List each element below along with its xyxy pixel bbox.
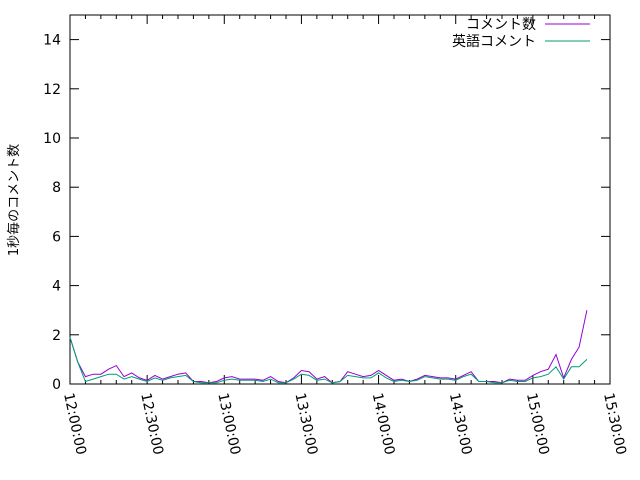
- x-tick-label: 13:00:00: [214, 392, 243, 457]
- x-tick-label: 12:30:00: [137, 392, 166, 457]
- y-tick-label: 0: [52, 377, 61, 393]
- x-tick-label: 13:30:00: [292, 392, 321, 457]
- x-tick-label: 15:00:00: [523, 392, 552, 457]
- series-line-2: [69, 337, 588, 384]
- x-tick-label: 15:30:00: [600, 392, 629, 457]
- legend-label: 英語コメント: [452, 33, 536, 50]
- y-tick-label: 6: [52, 229, 61, 245]
- y-tick-label: 12: [43, 82, 61, 98]
- y-axis-label: 1秒毎のコメント数: [6, 144, 22, 256]
- legend-label: コメント数: [466, 17, 536, 33]
- y-tick-label: 2: [52, 328, 61, 344]
- plot-frame: [69, 14, 611, 385]
- y-tick-label: 10: [43, 131, 61, 147]
- y-tick-label: 4: [52, 279, 61, 295]
- y-tick-label: 8: [52, 180, 61, 196]
- x-tick-label: 12:00:00: [60, 392, 89, 457]
- series-line-1: [69, 310, 588, 384]
- x-tick-label: 14:00:00: [369, 392, 398, 457]
- x-tick-label: 14:30:00: [446, 392, 475, 457]
- y-tick-label: 14: [43, 33, 61, 49]
